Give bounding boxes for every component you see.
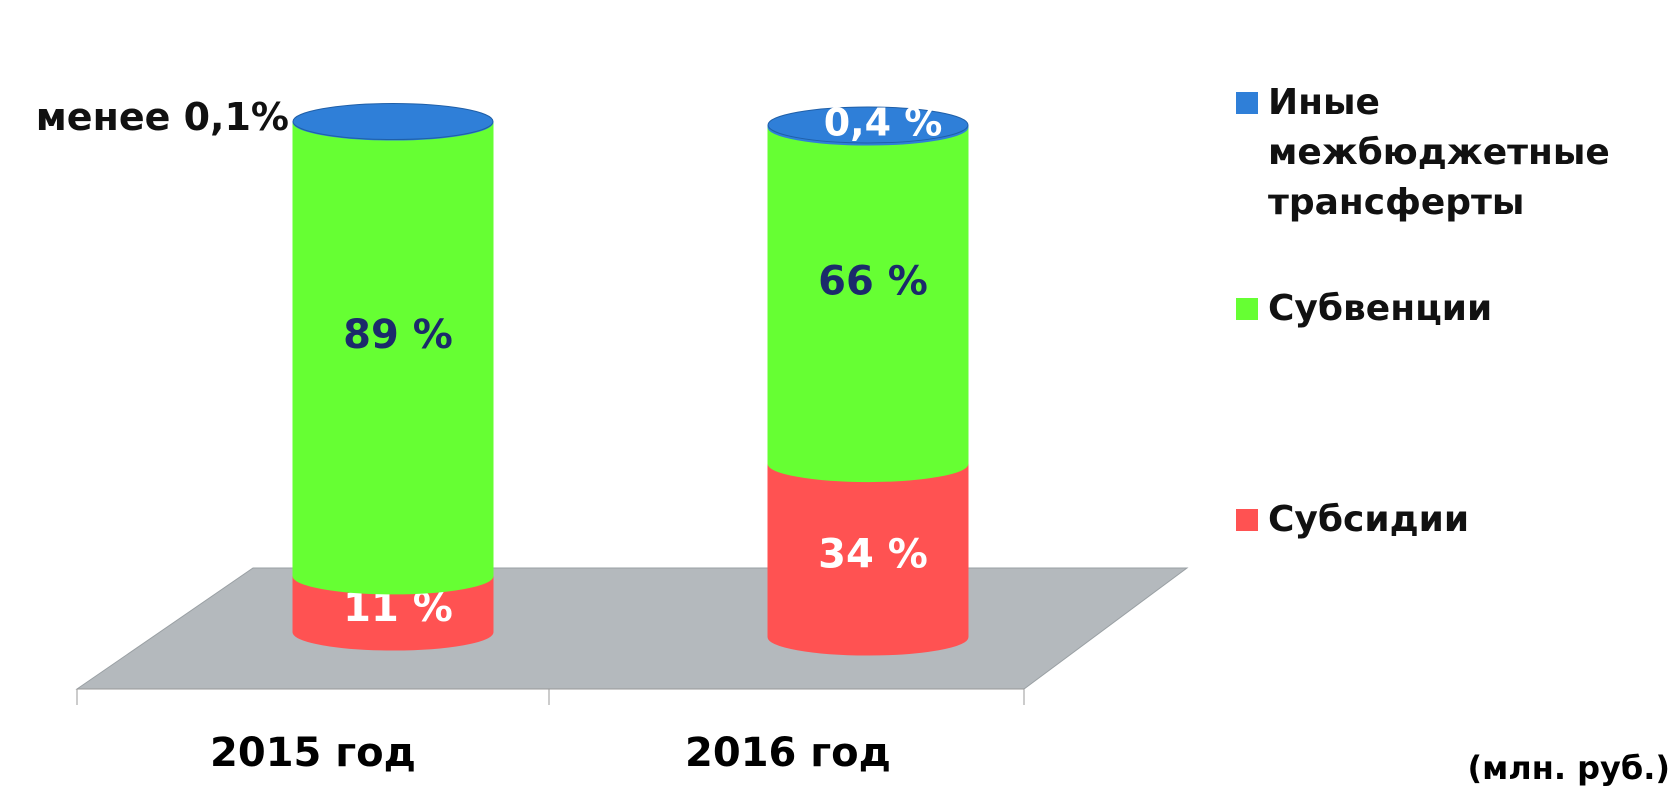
data-label: 66 %: [818, 258, 928, 304]
x-tick-label: 2016 год: [685, 730, 891, 776]
legend-item: Субсидии: [1236, 495, 1636, 545]
cylinder-top: [292, 102, 494, 140]
legend-item: Субвенции: [1236, 284, 1636, 334]
legend-swatch: [1236, 92, 1258, 114]
legend-swatch: [1236, 298, 1258, 320]
data-label: 89 %: [343, 312, 453, 358]
unit-annotation: (млн. руб.): [1467, 749, 1670, 787]
cylinder-top: [767, 106, 969, 144]
floor: [75, 567, 1189, 690]
data-label: 34 %: [818, 531, 928, 577]
legend-label: Иные межбюджетные трансферты: [1268, 82, 1610, 223]
data-label: менее 0,1%: [36, 95, 289, 139]
legend-label: Субвенции: [1268, 288, 1493, 329]
x-tick-label: 2015 год: [210, 730, 416, 776]
data-label: 0,4 %: [824, 100, 943, 144]
legend-swatch: [1236, 509, 1258, 531]
legend-label: Субсидии: [1268, 499, 1470, 540]
legend-item: Иные межбюджетные трансферты: [1236, 78, 1636, 228]
